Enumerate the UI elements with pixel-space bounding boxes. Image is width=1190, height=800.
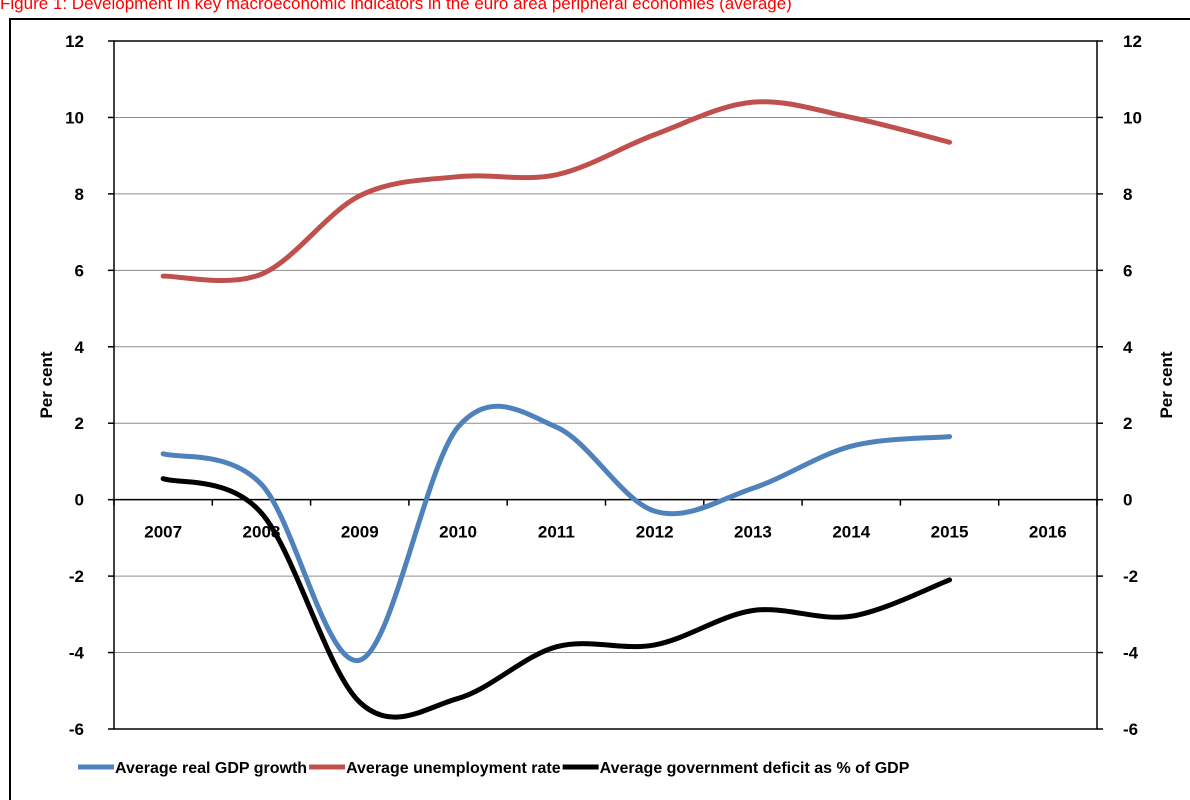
x-tick-label: 2007	[144, 523, 182, 542]
legend-label: Average unemployment rate	[346, 760, 561, 777]
legend-label: Average real GDP growth	[115, 760, 307, 777]
y-tick-label: 10	[65, 108, 84, 127]
y-tick-label: -6	[69, 720, 84, 739]
x-tick-label: 2016	[1029, 523, 1067, 542]
y-axis-right-title: Per cent	[1157, 351, 1176, 418]
y-axis-left-ticks: -6 -4 -2 0 2 4 6 8 10 12	[65, 32, 114, 739]
y-tick-label: 0	[75, 491, 84, 510]
series-line-2	[160, 476, 953, 720]
y-axis-left-title: Per cent	[37, 351, 56, 418]
y-tick-label: 2	[1123, 414, 1132, 433]
y-tick-label: -2	[69, 567, 84, 586]
y-tick-label: -4	[69, 644, 85, 663]
x-tick-label: 2009	[341, 523, 379, 542]
y-tick-label: 6	[1123, 261, 1132, 280]
y-tick-label: 12	[1123, 32, 1142, 51]
y-axis-right-ticks: -6 -4 -2 0 2 4 6 8 10 12	[1097, 32, 1142, 739]
x-tick-label: 2015	[931, 523, 969, 542]
plot-area	[113, 40, 1098, 730]
y-tick-label: -2	[1123, 567, 1138, 586]
y-tick-label: 4	[1123, 338, 1133, 357]
y-tick-label: 12	[65, 32, 84, 51]
legend-label: Average government deficit as % of GDP	[600, 760, 910, 777]
gridlines	[114, 116, 1097, 654]
y-tick-label: 8	[75, 185, 84, 204]
x-tick-label: 2010	[439, 523, 477, 542]
legend: Average real GDP growth Average unemploym…	[78, 760, 910, 777]
x-tick-label: 2013	[734, 523, 772, 542]
series-line-1	[160, 99, 953, 284]
y-tick-label: 6	[75, 261, 84, 280]
y-tick-label: 2	[75, 414, 84, 433]
series-line-0	[160, 403, 953, 663]
y-tick-label: 0	[1123, 491, 1132, 510]
y-tick-label: 8	[1123, 185, 1132, 204]
figure-caption: Figure 1: Development in key macroeconom…	[0, 0, 792, 13]
y-tick-label: 10	[1123, 108, 1142, 127]
x-tick-label: 2014	[832, 523, 870, 542]
y-tick-label: -6	[1123, 720, 1138, 739]
chart-frame	[9, 18, 1190, 800]
x-tick-label: 2012	[636, 523, 674, 542]
x-axis-ticks: 2007 2008 2009 2010 2011 2012 2013 2014 2015 2016	[113, 499, 1098, 542]
y-tick-label: 4	[75, 338, 85, 357]
x-tick-label: 2011	[538, 523, 575, 542]
series-lines	[160, 99, 953, 720]
y-tick-label: -4	[1123, 644, 1139, 663]
